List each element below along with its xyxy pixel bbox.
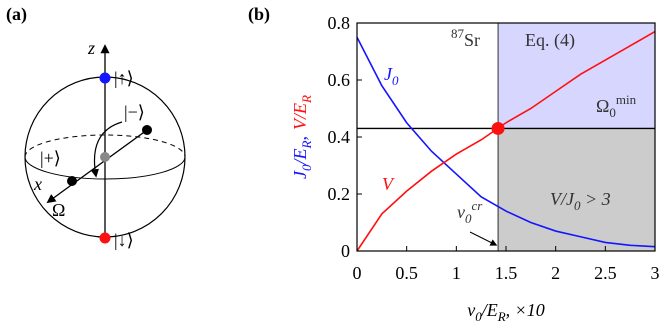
plus-label: |+⟩	[40, 148, 61, 168]
minus-state	[142, 125, 152, 135]
text-segment: , ×10	[506, 300, 545, 320]
y-tick-label: 0	[341, 241, 350, 261]
text-segment: 0	[465, 211, 472, 226]
up-label: |↑⟩	[114, 68, 134, 88]
omega-label: Ω	[52, 200, 65, 220]
annotation: Eq. (4)	[525, 30, 575, 51]
up-state	[99, 72, 111, 84]
plus-state	[67, 176, 77, 186]
text-segment: 0	[392, 73, 399, 88]
series-line	[356, 30, 656, 252]
x-tick-label: 2.5	[594, 263, 617, 283]
x-tick-label: 1	[452, 263, 461, 283]
y-label-part: V/ER	[290, 95, 314, 130]
text-segment: 0	[609, 105, 616, 120]
text-segment: Sr	[464, 30, 480, 50]
text-segment: 0	[475, 309, 482, 324]
x-tick-label: 0.5	[395, 263, 418, 283]
text-segment: V/E	[290, 103, 310, 130]
center	[100, 152, 110, 162]
rotation-arrow	[90, 121, 123, 178]
text-segment: v	[467, 300, 475, 320]
y-axis-label: J0/ER,V/ER	[290, 95, 314, 179]
text-segment: J	[290, 170, 310, 179]
panel-label: (a)	[6, 4, 27, 25]
annotation: V/J0 > 3	[550, 189, 611, 213]
x-tick-label: 0	[353, 263, 362, 283]
text-segment: cr	[472, 198, 484, 213]
y-tick-label: 0.4	[328, 127, 351, 147]
text-segment: v	[457, 202, 465, 222]
text-segment: /E	[481, 300, 498, 320]
minus-label: |−⟩	[124, 102, 145, 122]
text-segment: R	[497, 309, 506, 324]
annotation: Ω0min	[596, 92, 637, 120]
x-tick-label: 3	[651, 263, 660, 283]
x-tick-label: 1.5	[495, 263, 518, 283]
text-segment: J	[384, 64, 393, 84]
series-label: J0	[384, 64, 399, 88]
annotation: 87Sr	[451, 26, 480, 50]
equator-back	[24, 134, 186, 158]
panel-label: (b)	[248, 4, 270, 25]
panel-a: (a) z |↑⟩ |−⟩ |+⟩ x Ω |↓⟩	[6, 4, 186, 250]
series-line	[356, 36, 656, 248]
text-segment: V	[382, 174, 395, 194]
text-segment: 0	[299, 164, 314, 171]
down-state	[99, 232, 111, 244]
x-label: x	[33, 174, 42, 194]
text-segment: 0	[574, 198, 581, 213]
text-segment: min	[616, 92, 637, 107]
x-axis-label: v0/ER, ×10	[467, 300, 545, 324]
region-upper	[498, 23, 655, 129]
z-label: z	[87, 38, 95, 58]
text-segment: /E	[290, 148, 310, 165]
critical-point	[491, 121, 505, 135]
y-tick-label: 0.6	[328, 70, 351, 90]
text-segment: Ω	[596, 96, 609, 116]
text-segment: > 3	[581, 189, 611, 209]
y-tick-label: 0.2	[328, 184, 351, 204]
panel-b: (b)0 0.5 1 1.5 2 2.5 300.20.40.60.8v0/ER, ×10J…	[248, 4, 660, 324]
x-axis	[46, 129, 148, 204]
text-segment: R	[299, 140, 314, 149]
x-tick-label: 2	[551, 263, 560, 283]
annotation-arrow	[469, 231, 498, 246]
text-segment: 87	[451, 26, 465, 41]
text-segment: ,	[290, 136, 310, 141]
y-tick-label: 0.8	[328, 13, 351, 33]
annotation: v0cr	[457, 198, 483, 226]
region-lower	[498, 128, 655, 251]
down-label: |↓⟩	[114, 230, 134, 250]
series-label: V	[382, 174, 395, 194]
text-segment: Eq. (4)	[525, 30, 575, 51]
y-label-part: J0/ER,	[290, 136, 314, 179]
text-segment: V/J	[550, 189, 575, 209]
text-segment: R	[299, 95, 314, 104]
